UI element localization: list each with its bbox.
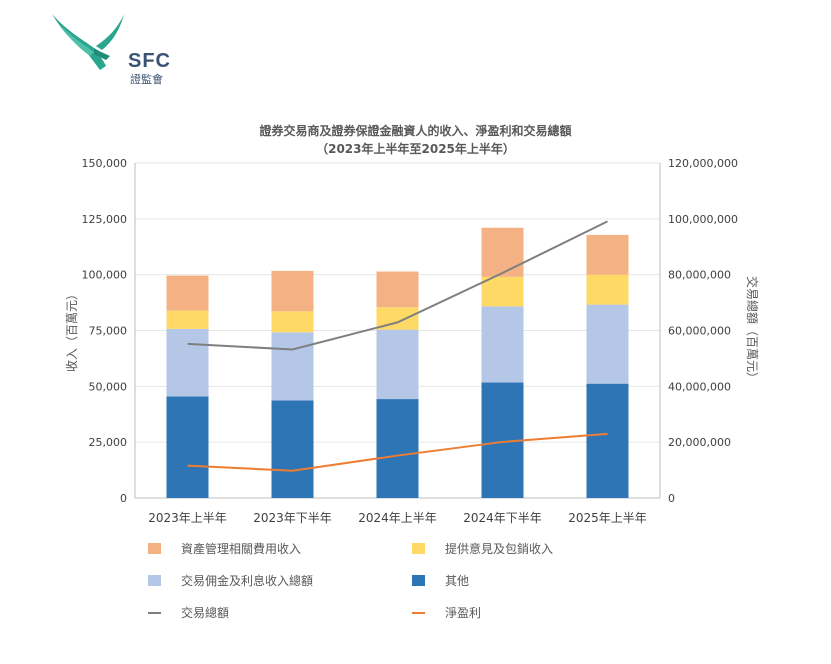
bar-segment [586, 383, 629, 498]
legend-swatch [148, 575, 161, 586]
y2-tick-label: 0 [668, 492, 675, 505]
x-tick-label: 2023年上半年 [148, 511, 227, 525]
legend-label: 交易佣金及利息收入總額 [181, 574, 314, 588]
y2-tick-label: 80,000,000 [668, 269, 731, 282]
legend-item: 其他 [412, 572, 469, 589]
legend-item: 資產管理相關費用收入 [148, 540, 301, 557]
y2-tick-label: 40,000,000 [668, 380, 731, 393]
legend-swatch [412, 611, 425, 614]
legend-label: 淨盈利 [445, 606, 482, 620]
bar-segment [481, 227, 524, 277]
y2-tick-label: 20,000,000 [668, 436, 731, 449]
x-tick-label: 2025年上半年 [568, 511, 647, 525]
bar-segment [166, 396, 209, 498]
bar-segment [376, 271, 419, 308]
legend-swatch [148, 611, 161, 614]
bar-segment [166, 275, 209, 311]
y-axis-label: 收入（百萬元） [65, 288, 79, 372]
bar-segment [271, 332, 314, 401]
bar-segment [376, 399, 419, 498]
x-tick-label: 2024年上半年 [358, 511, 437, 525]
bar-segment [271, 311, 314, 333]
legend-item: 交易總額 [148, 604, 229, 621]
bar-segment [376, 329, 419, 400]
legend-item: 淨盈利 [412, 604, 481, 621]
bar-segment [166, 310, 209, 329]
y-tick-label: 50,000 [89, 380, 128, 393]
legend-label: 交易總額 [181, 606, 230, 620]
bar-segment [481, 276, 524, 307]
y-tick-label: 25,000 [89, 436, 128, 449]
legend-item: 交易佣金及利息收入總額 [148, 572, 313, 589]
y-tick-label: 150,000 [82, 157, 128, 170]
chart-subtitle: （2023年上半年至2025年上半年） [316, 142, 515, 156]
bar-segment [586, 274, 629, 305]
legend-swatch [412, 543, 425, 554]
y-tick-label: 0 [120, 492, 127, 505]
bar-segment [271, 270, 314, 312]
legend-label: 提供意見及包銷收入 [445, 542, 554, 556]
y2-tick-label: 100,000,000 [668, 213, 738, 226]
legend-item: 提供意見及包銷收入 [412, 540, 553, 557]
logo-subtext: 證監會 [130, 73, 163, 86]
sfc-logo [52, 14, 124, 70]
bar-segment [481, 306, 524, 383]
y2-axis-label: 交易總額（百萬元） [745, 276, 760, 384]
x-tick-label: 2024年下半年 [463, 511, 542, 525]
legend-swatch [412, 575, 425, 586]
bar-segment [586, 234, 629, 275]
bar-segment [271, 400, 314, 498]
legend-label: 其他 [445, 574, 470, 588]
legend-label: 資產管理相關費用收入 [181, 542, 302, 556]
y-tick-label: 125,000 [82, 213, 128, 226]
y-tick-label: 75,000 [89, 325, 128, 338]
chart-title: 證券交易商及證券保證金融資人的收入、淨盈利和交易總額 [259, 124, 572, 138]
x-tick-label: 2023年下半年 [253, 511, 332, 525]
y2-tick-label: 60,000,000 [668, 325, 731, 338]
bar-segment [376, 307, 419, 330]
y-tick-label: 100,000 [82, 269, 128, 282]
logo-text: SFC [128, 50, 171, 72]
bar-segment [586, 304, 629, 384]
y2-tick-label: 120,000,000 [668, 157, 738, 170]
bar-segment [166, 328, 209, 397]
legend-swatch [148, 543, 161, 554]
